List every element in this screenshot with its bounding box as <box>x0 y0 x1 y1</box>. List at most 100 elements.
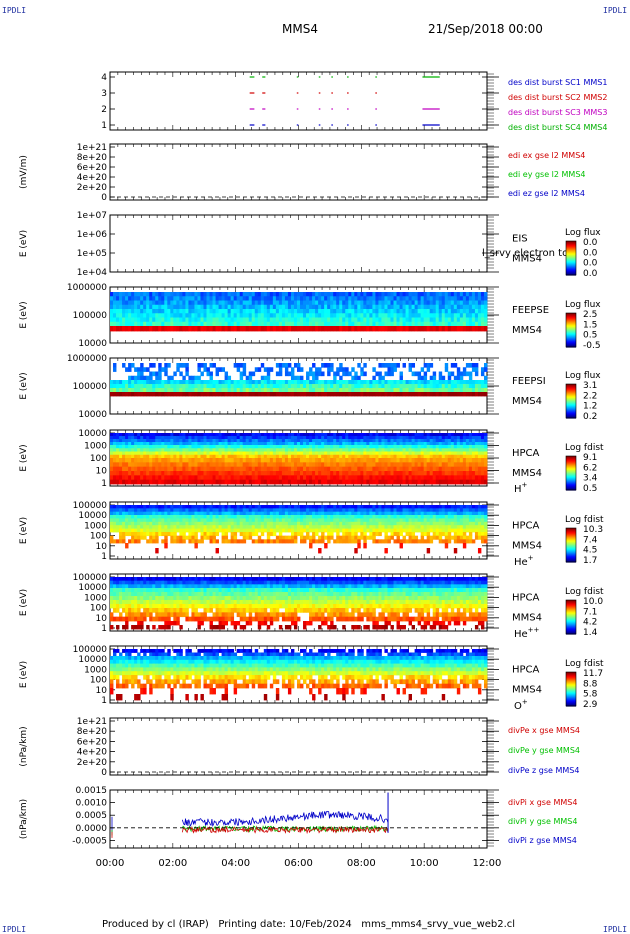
heat-cell <box>447 300 452 306</box>
heat-cell <box>179 317 183 323</box>
heat-cell <box>176 392 180 397</box>
heat-cell <box>336 479 340 485</box>
heat-cell <box>309 451 313 456</box>
heat-cell <box>221 454 226 459</box>
heat-cell <box>369 384 373 389</box>
heat-cell <box>300 300 304 306</box>
heat-cell <box>257 466 262 472</box>
heat-cell <box>158 454 162 459</box>
heat-cell <box>155 392 159 397</box>
heat-cell <box>405 296 409 301</box>
heat-cell <box>179 458 183 463</box>
heat-cell <box>354 313 358 318</box>
heat-cell <box>309 313 313 318</box>
heat-cell <box>315 436 319 440</box>
colorbar-cell <box>566 328 576 331</box>
heat-cell <box>143 392 147 397</box>
heat-cell <box>284 466 289 472</box>
heat-cell <box>221 300 226 306</box>
heat-cell <box>185 475 189 481</box>
heat-cell <box>146 321 150 327</box>
heat-cell <box>140 445 144 449</box>
heat-cell <box>348 292 352 297</box>
heat-cell <box>146 454 150 459</box>
heat-cell <box>116 448 120 452</box>
colorbar-cell <box>566 384 576 386</box>
heat-cell <box>257 296 262 301</box>
heat-cell <box>435 392 440 397</box>
heat-cell <box>309 462 313 468</box>
heat-cell <box>420 462 425 468</box>
heat-cell <box>339 292 343 297</box>
heat-cell <box>173 442 177 446</box>
heat-cell <box>176 384 180 389</box>
heat-cell <box>423 380 428 385</box>
heat-cell <box>119 458 123 463</box>
heat-cell <box>414 433 419 437</box>
heat-cell <box>300 375 304 381</box>
heat-cell <box>188 445 192 449</box>
heat-cell <box>471 388 476 393</box>
heat-cell <box>471 445 476 449</box>
heat-cell <box>474 300 479 306</box>
heat-cell <box>164 458 168 463</box>
heat-cell <box>113 479 117 485</box>
colorbar-cell <box>566 331 576 333</box>
heat-cell <box>342 475 346 481</box>
heat-cell <box>399 442 403 446</box>
heat-cell <box>113 392 117 397</box>
heat-cell <box>318 479 322 485</box>
heat-cell <box>351 466 355 472</box>
heat-cell <box>357 384 361 389</box>
heat-cell <box>384 304 388 310</box>
heat-cell <box>143 439 147 443</box>
colorbar-cell <box>566 343 576 346</box>
heat-cell <box>284 448 289 452</box>
heat-cell <box>152 313 156 318</box>
colorbar-cell <box>566 245 576 248</box>
heat-cell <box>426 454 431 459</box>
heat-cell <box>221 466 226 472</box>
heat-cell <box>303 471 307 476</box>
heat-cell <box>161 296 165 301</box>
heat-cell <box>417 321 422 327</box>
heat-cell <box>260 292 265 297</box>
heat-cell <box>233 439 238 443</box>
heat-cell <box>300 436 304 440</box>
heat-cell <box>146 442 150 446</box>
heat-cell <box>146 479 150 485</box>
heat-cell <box>414 475 419 481</box>
heat-cell <box>318 466 322 472</box>
heat-cell <box>339 326 343 332</box>
heat-cell <box>221 439 226 443</box>
heat-cell <box>435 304 440 310</box>
heat-cell <box>342 462 346 468</box>
heat-cell <box>435 433 440 437</box>
heat-cell <box>155 292 159 297</box>
heat-cell <box>381 317 385 323</box>
heat-cell <box>318 458 322 463</box>
heat-cell <box>281 471 286 476</box>
heat-cell <box>420 454 425 459</box>
heat-cell <box>173 321 177 327</box>
heat-cell <box>140 313 144 318</box>
heat-cell <box>242 371 247 377</box>
heat-cell <box>357 326 361 332</box>
heat-cell <box>456 317 461 323</box>
heat-cell <box>309 326 313 332</box>
heat-cell <box>164 466 168 472</box>
heat-cell <box>179 439 183 443</box>
heat-cell <box>143 458 147 463</box>
heat-cell <box>480 296 485 301</box>
heat-cell <box>453 375 458 381</box>
heat-cell <box>281 380 286 385</box>
heat-cell <box>242 479 247 485</box>
heat-cell <box>336 462 340 468</box>
heat-cell <box>381 466 385 472</box>
colorbar-cell <box>566 336 576 339</box>
heat-cell <box>390 304 394 310</box>
heat-cell <box>146 392 150 397</box>
heat-cell <box>456 292 461 297</box>
heat-cell <box>420 451 425 456</box>
heat-cell <box>296 445 301 449</box>
